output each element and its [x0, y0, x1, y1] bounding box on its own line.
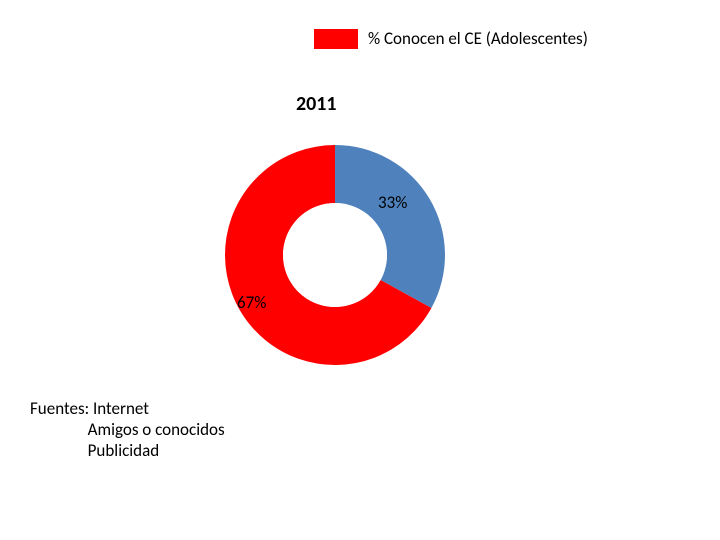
- slice-label-1: 67%: [237, 292, 266, 313]
- chart-title: 2011: [296, 92, 337, 116]
- sources-line-2: Publicidad: [30, 440, 225, 461]
- sources-block: Fuentes: Internet Amigos o conocidos Pub…: [30, 398, 225, 461]
- legend: % Conocen el CE (Adolescentes): [314, 28, 588, 49]
- slice-label-0: 33%: [378, 192, 407, 213]
- legend-label: % Conocen el CE (Adolescentes): [368, 28, 588, 49]
- donut-hole: [283, 203, 387, 307]
- sources-line-1: Amigos o conocidos: [30, 419, 225, 440]
- sources-line-0: Fuentes: Internet: [30, 398, 225, 419]
- donut-chart: [225, 145, 445, 365]
- legend-swatch: [314, 29, 358, 49]
- donut-svg: [225, 145, 445, 365]
